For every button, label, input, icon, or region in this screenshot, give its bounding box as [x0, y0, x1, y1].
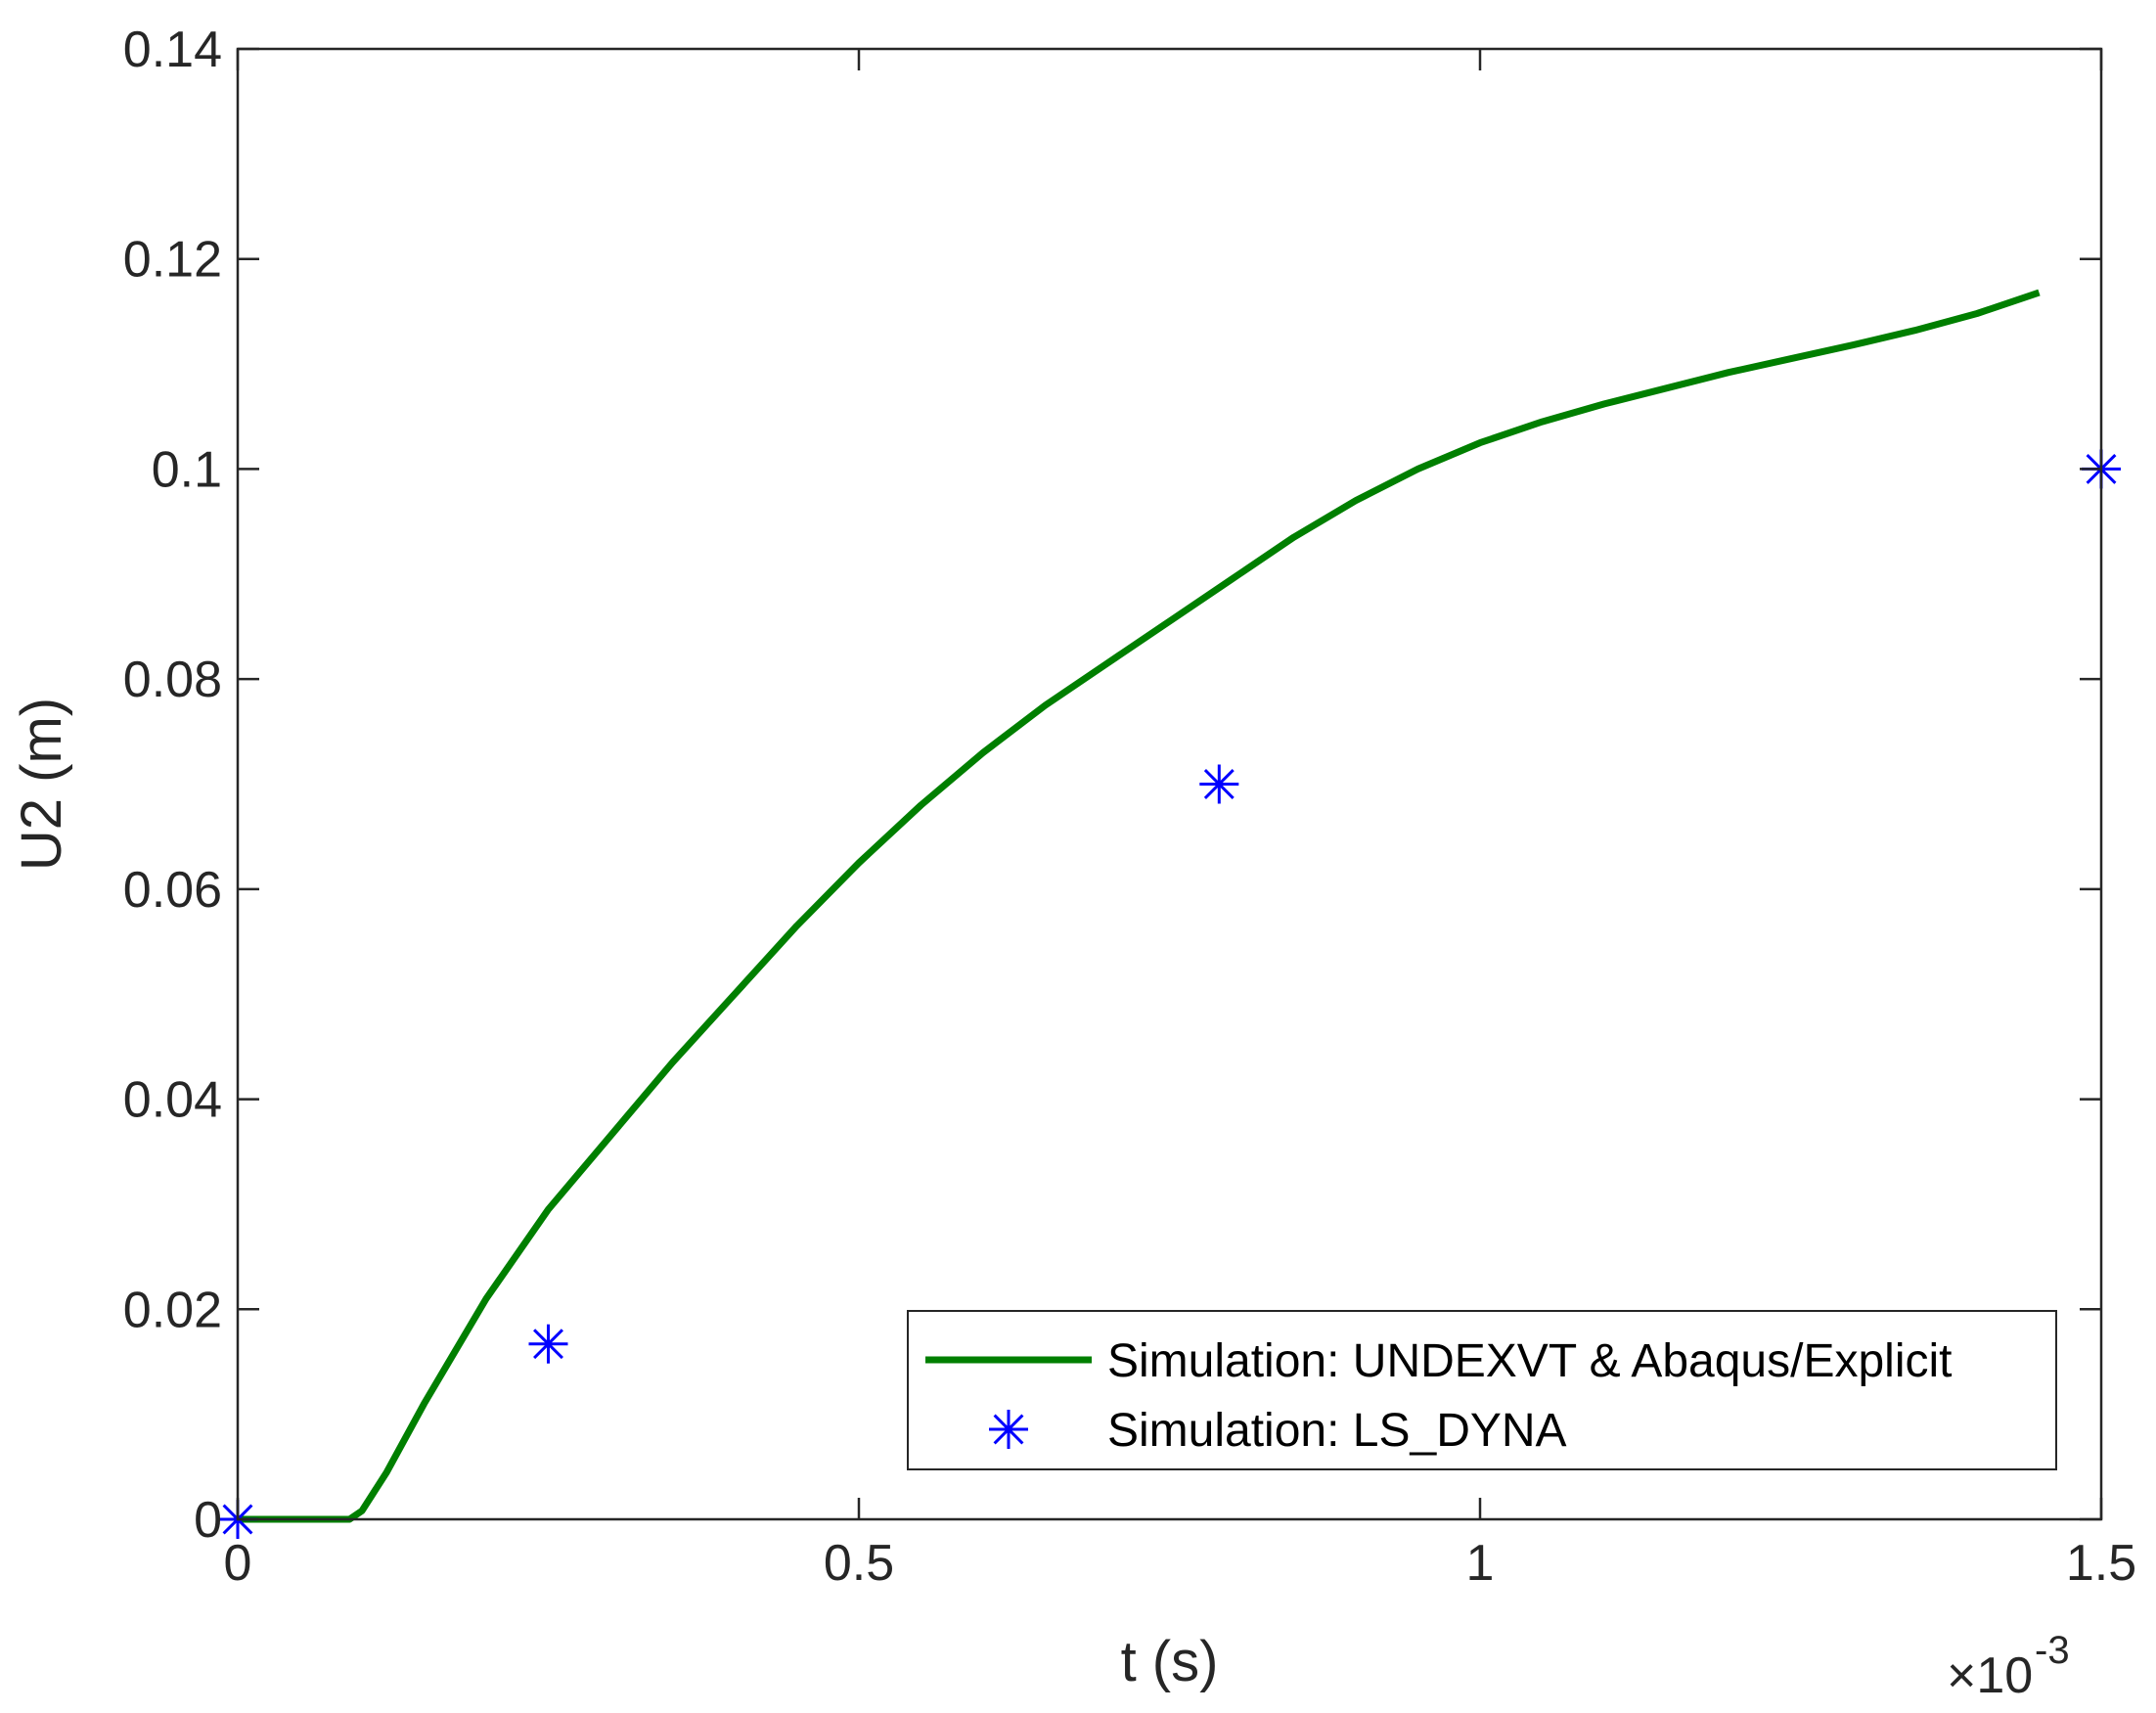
axes-box [236, 47, 2103, 1521]
legend-entry-abaqus: Simulation: UNDEXVT & Abaqus/Explicit [1107, 1335, 1952, 1387]
legend-swatch-marker [989, 1410, 1028, 1449]
x-tick-label: 1.5 [2066, 1535, 2136, 1592]
ticks-layer: 0 0.5 1 1.5 0 0.02 0.04 0.06 0.08 0.1 0.12 0.14 [123, 22, 2136, 1592]
axes-layer [236, 47, 2103, 1521]
x-tick-label: 0 [224, 1535, 252, 1592]
x-axis-exponent-base: ×10 [1947, 1647, 2033, 1704]
x-tick-label: 1 [1466, 1535, 1495, 1592]
x-axis-exponent-power: -3 [2035, 1629, 2070, 1672]
legend: Simulation: UNDEXVT & Abaqus/Explicit Si… [907, 1310, 2057, 1470]
series-point-ls-dyna [528, 1324, 568, 1364]
y-tick-label: 0.12 [123, 232, 222, 289]
y-tick-label: 0 [194, 1492, 222, 1549]
y-tick-label: 0.08 [123, 652, 222, 708]
legend-asterisk [989, 1410, 1028, 1449]
x-axis-label: t (s) [1121, 1630, 1219, 1693]
legend-entry-ls-dyna: Simulation: LS_DYNA [1107, 1405, 1567, 1457]
x-tick-label: 0.5 [824, 1535, 894, 1592]
legend-box [907, 1310, 2057, 1470]
y-tick-label: 0.04 [123, 1072, 222, 1129]
y-axis-label: U2 (m) [10, 698, 73, 871]
series-line-abaqus [238, 289, 2041, 1523]
y-tick-label: 0.02 [123, 1282, 222, 1338]
y-tick-label: 0.1 [152, 441, 222, 498]
y-tick-label: 0.06 [123, 862, 222, 919]
x-axis-exponent: ×10 -3 [1947, 1629, 2070, 1704]
y-tick-label: 0.14 [123, 22, 222, 78]
series-point-ls-dyna [1199, 764, 1239, 804]
